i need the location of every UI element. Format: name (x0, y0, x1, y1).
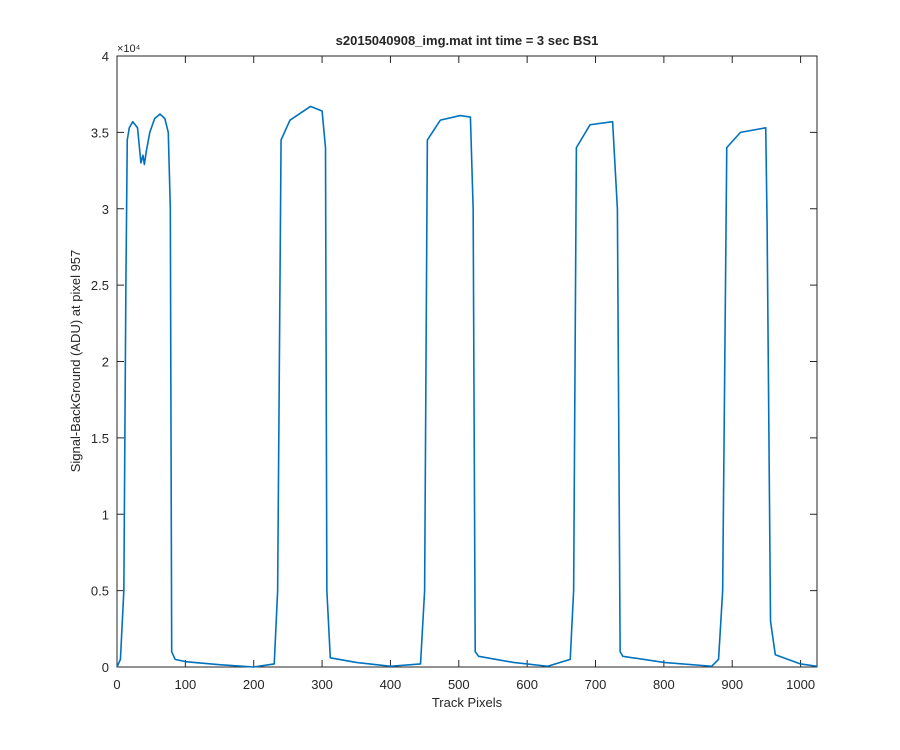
x-tick-label: 800 (653, 677, 675, 692)
y-axis-label: Signal-BackGround (ADU) at pixel 957 (68, 250, 83, 473)
y-tick-label: 3 (102, 202, 109, 217)
x-tick-label: 0 (113, 677, 120, 692)
x-tick-label: 700 (585, 677, 607, 692)
y-tick-label: 2 (102, 355, 109, 370)
y-tick-label: 1.5 (91, 431, 109, 446)
y-tick-label: 4 (102, 49, 109, 64)
x-tick-label: 100 (175, 677, 197, 692)
x-tick-label: 200 (243, 677, 265, 692)
y-exponent: ×10⁴ (117, 43, 141, 55)
x-tick-label: 500 (448, 677, 470, 692)
data-line (116, 105, 818, 668)
y-tick-label: 1 (102, 507, 109, 522)
x-tick-label: 600 (516, 677, 538, 692)
x-axis-label: Track Pixels (432, 695, 503, 710)
x-tick-label: 900 (721, 677, 743, 692)
x-tick-label: 1000 (786, 677, 815, 692)
y-tick-label: 2.5 (91, 278, 109, 293)
chart-title: s2015040908_img.mat int time = 3 sec BS1 (336, 33, 599, 48)
y-tick-label: 3.5 (91, 125, 109, 140)
x-tick-label: 300 (311, 677, 333, 692)
y-tick-label: 0 (102, 660, 109, 675)
x-tick-label: 400 (380, 677, 402, 692)
y-tick-label: 0.5 (91, 584, 109, 599)
